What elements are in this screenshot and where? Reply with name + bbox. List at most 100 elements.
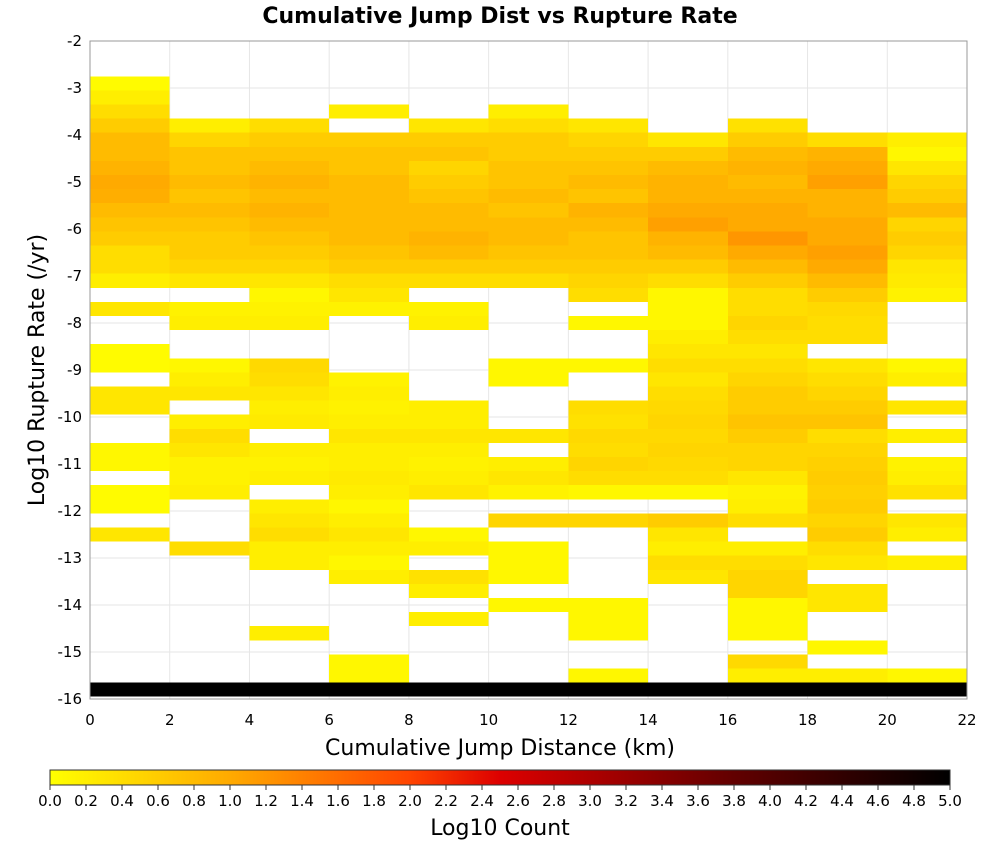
heatmap-cell [807, 597, 888, 613]
heatmap-cell [887, 203, 967, 218]
heatmap-cell [727, 569, 808, 584]
heatmap-cell [807, 273, 888, 288]
heatmap-cell [488, 513, 569, 528]
heatmap-cell [329, 569, 409, 584]
heatmap-cell [329, 442, 409, 457]
heatmap-cell [408, 485, 489, 500]
heatmap-cell [90, 76, 170, 91]
colorbar-tick-label: 2.2 [434, 792, 458, 810]
y-tick-label: -12 [58, 502, 83, 520]
heatmap-cell [169, 682, 250, 697]
heatmap-cell [408, 231, 489, 246]
heatmap-cell [329, 160, 409, 175]
heatmap-cell [648, 189, 728, 204]
heatmap-cell [648, 471, 728, 486]
heatmap-cell [329, 400, 409, 415]
heatmap-cell [568, 414, 649, 429]
heatmap-cell [408, 203, 489, 218]
heatmap-cell [169, 174, 250, 190]
heatmap-cell [169, 146, 250, 161]
y-tick-label: -7 [67, 267, 82, 285]
heatmap-cell [568, 471, 649, 486]
heatmap-cell [887, 471, 967, 486]
heatmap-cell [887, 231, 967, 246]
heatmap-cell [488, 259, 569, 274]
heatmap-cell [807, 471, 888, 486]
y-tick-label: -13 [58, 549, 83, 567]
heatmap-cell [329, 132, 409, 147]
x-tick-label: 12 [559, 711, 578, 729]
heatmap-cell [249, 189, 330, 204]
heatmap-cell [648, 174, 728, 190]
heatmap-cell [887, 668, 967, 683]
heatmap-cell [648, 527, 728, 542]
heatmap-cell [329, 541, 409, 556]
heatmap-cell [329, 189, 409, 204]
colorbar-tick-label: 0.6 [146, 792, 170, 810]
heatmap-cell [90, 118, 170, 133]
heatmap-cell [90, 189, 170, 204]
heatmap-cell [488, 160, 569, 175]
heatmap-cell [648, 682, 728, 697]
y-axis-ticks: -2 -3 -4 -5 -6 -7 -8 -9 -10 -11 -12 -13 -14 -15 -16 [58, 32, 83, 708]
heatmap-cell [568, 358, 649, 373]
heatmap-cell [488, 118, 569, 133]
heatmap-cell [90, 499, 170, 514]
heatmap-cell [727, 682, 808, 697]
heatmap-cell [488, 174, 569, 190]
heatmap-cell [408, 541, 489, 556]
heatmap-cell [169, 541, 250, 556]
heatmap-cell [249, 160, 330, 175]
heatmap-cell [488, 541, 569, 556]
heatmap-cell [249, 245, 330, 260]
heatmap-cell [408, 569, 489, 584]
heatmap-cell [90, 90, 170, 105]
heatmap-cell [727, 386, 808, 401]
heatmap-cell [727, 485, 808, 500]
colorbar-tick-label: 2.6 [506, 792, 530, 810]
heatmap-cell [887, 400, 967, 415]
y-tick-label: -4 [67, 126, 82, 144]
heatmap-cell [90, 456, 170, 472]
heatmap-cell [488, 456, 569, 472]
colorbar-tick-label: 4.6 [866, 792, 890, 810]
heatmap-cell [169, 231, 250, 246]
heatmap-cell [648, 203, 728, 218]
heatmap-cell [807, 245, 888, 260]
heatmap-cell [90, 245, 170, 260]
heatmap-cell [488, 471, 569, 486]
heatmap-cell [90, 527, 170, 542]
heatmap-cell [169, 132, 250, 147]
heatmap-cell [807, 640, 888, 655]
heatmap-cell [648, 245, 728, 260]
colorbar-tick-label: 5.0 [938, 792, 962, 810]
heatmap-cell [488, 189, 569, 204]
heatmap-cell [169, 189, 250, 204]
colorbar-tick-label: 3.8 [722, 792, 746, 810]
heatmap-cell [807, 555, 888, 570]
heatmap-cell [727, 541, 808, 556]
heatmap-cell [329, 301, 409, 316]
heatmap-cell [329, 372, 409, 387]
heatmap-cell [169, 442, 250, 457]
heatmap-cell [887, 485, 967, 500]
x-tick-label: 2 [165, 711, 175, 729]
heatmap-cell [727, 174, 808, 190]
heatmap-cell [488, 104, 569, 119]
heatmap-cell [648, 485, 728, 500]
heatmap-cell [887, 372, 967, 387]
colorbar-tick-label: 2.8 [542, 792, 566, 810]
heatmap-cell [568, 160, 649, 175]
heatmap-cell [807, 499, 888, 514]
heatmap-cell [249, 273, 330, 288]
heatmap-cell [249, 400, 330, 415]
heatmap-cell [568, 118, 649, 133]
heatmap-cell [90, 273, 170, 288]
heatmap-cell [329, 527, 409, 542]
heatmap-cell [648, 428, 728, 443]
heatmap-cell [568, 203, 649, 218]
heatmap-cell [249, 442, 330, 457]
heatmap-cell [408, 273, 489, 288]
heatmap-cell [488, 597, 569, 613]
